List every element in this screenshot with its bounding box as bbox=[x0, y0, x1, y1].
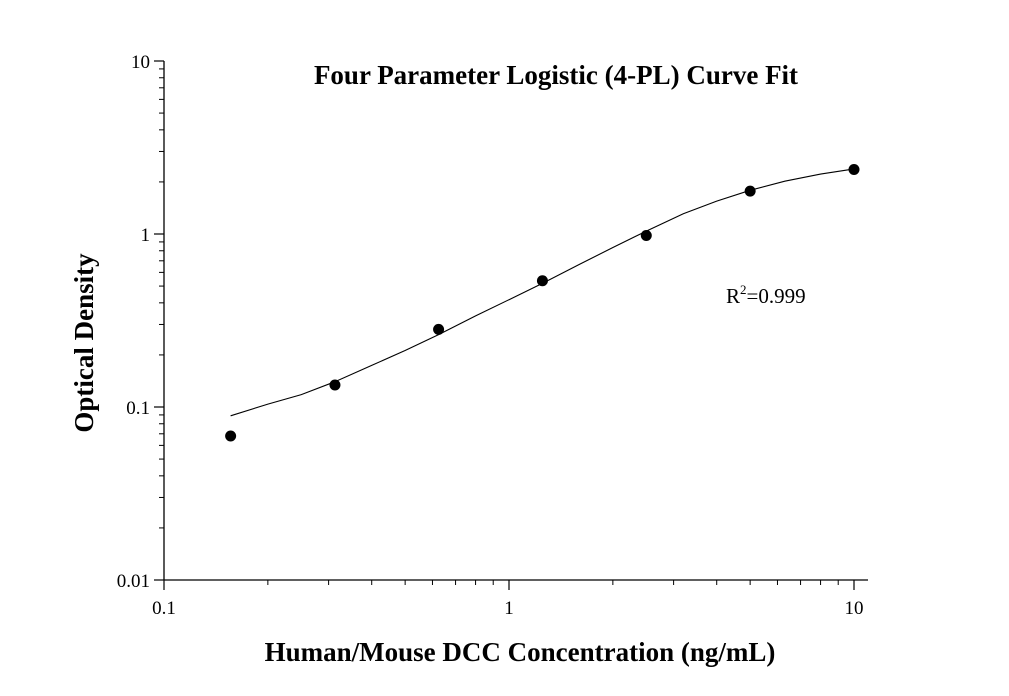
x-tick-label: 0.1 bbox=[152, 598, 176, 619]
y-tick-label: 1 bbox=[141, 225, 151, 246]
data-point bbox=[536, 275, 548, 287]
tick-marks bbox=[154, 60, 855, 590]
y-axis-label: Optical Density bbox=[69, 253, 99, 433]
r-squared-base: R bbox=[726, 284, 740, 308]
data-point bbox=[433, 323, 445, 335]
y-tick-label: 10 bbox=[131, 52, 150, 73]
y-tick-label: 0.1 bbox=[126, 398, 150, 419]
data-point bbox=[744, 185, 756, 197]
axes bbox=[163, 61, 868, 581]
data-point bbox=[640, 230, 652, 242]
chart-title: Four Parameter Logistic (4-PL) Curve Fit bbox=[314, 60, 798, 90]
r-squared-annotation: R2=0.999 bbox=[726, 282, 806, 308]
y-tick-label: 0.01 bbox=[117, 571, 150, 592]
data-points bbox=[225, 163, 860, 442]
x-axis-label: Human/Mouse DCC Concentration (ng/mL) bbox=[265, 637, 776, 667]
r-squared-superscript: 2 bbox=[740, 282, 747, 297]
x-tick-label: 10 bbox=[845, 598, 864, 619]
r-squared-value: =0.999 bbox=[747, 284, 806, 308]
x-tick-label: 1 bbox=[504, 598, 514, 619]
data-point bbox=[329, 379, 341, 391]
data-point bbox=[225, 430, 237, 442]
data-point bbox=[848, 163, 860, 175]
